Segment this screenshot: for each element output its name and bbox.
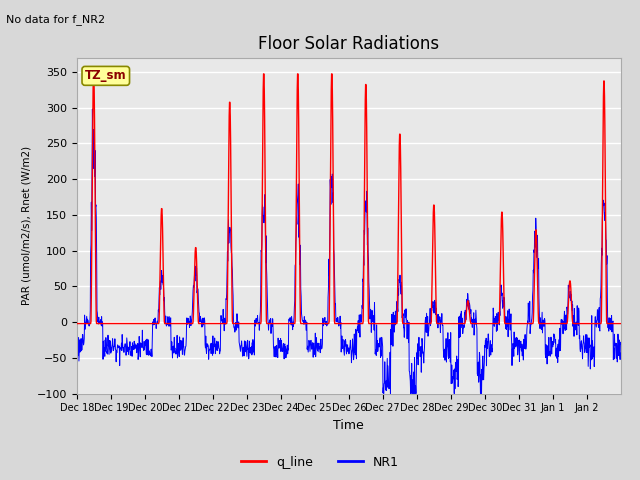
Text: No data for f_NR2: No data for f_NR2 (6, 14, 106, 25)
Text: TZ_sm: TZ_sm (85, 70, 127, 83)
Legend: q_line, NR1: q_line, NR1 (236, 451, 404, 474)
Title: Floor Solar Radiations: Floor Solar Radiations (258, 35, 440, 53)
Y-axis label: PAR (umol/m2/s), Rnet (W/m2): PAR (umol/m2/s), Rnet (W/m2) (21, 146, 31, 305)
X-axis label: Time: Time (333, 419, 364, 432)
